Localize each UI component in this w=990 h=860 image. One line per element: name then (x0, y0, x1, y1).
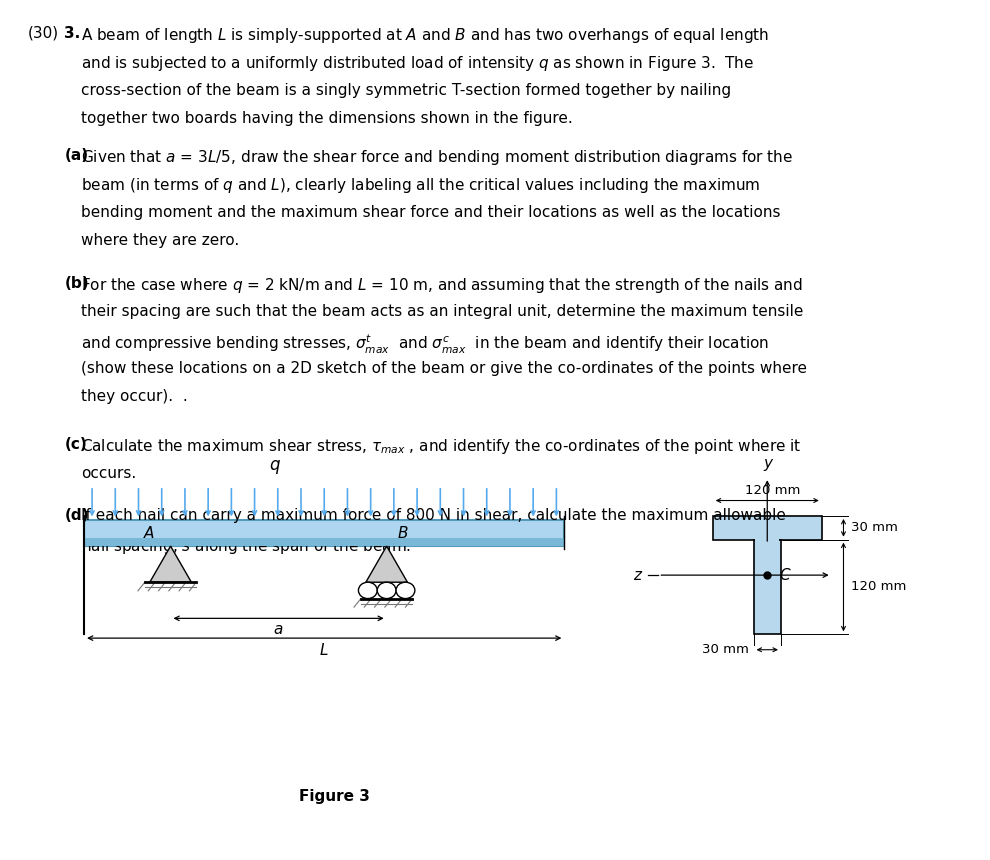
Text: $q$: $q$ (268, 458, 281, 476)
Text: 3.: 3. (64, 26, 80, 40)
Text: $C$: $C$ (779, 567, 792, 583)
Text: (a): (a) (64, 148, 88, 163)
Circle shape (377, 582, 396, 599)
Text: occurs.: occurs. (81, 466, 137, 481)
Text: $a$: $a$ (273, 622, 284, 636)
Text: 120 mm: 120 mm (744, 484, 800, 497)
Polygon shape (366, 546, 408, 582)
Text: their spacing are such that the beam acts as an integral unit, determine the max: their spacing are such that the beam act… (81, 304, 804, 319)
Polygon shape (149, 546, 191, 582)
Bar (84, 520, 564, 546)
Text: and compressive bending stresses, $\sigma^t_{max}$  and $\sigma^c_{max}$  in the: and compressive bending stresses, $\sigm… (81, 332, 769, 355)
Text: (d): (d) (64, 508, 89, 523)
Circle shape (396, 582, 415, 599)
Text: cross-section of the beam is a singly symmetric T-section formed together by nai: cross-section of the beam is a singly sy… (81, 83, 732, 97)
Text: (30): (30) (28, 26, 58, 40)
Circle shape (358, 582, 377, 599)
Text: and is subjected to a uniformly distributed load of intensity $q$ as shown in Fi: and is subjected to a uniformly distribu… (81, 54, 754, 73)
Text: 30 mm: 30 mm (851, 521, 898, 534)
Text: $y$: $y$ (763, 457, 775, 473)
Text: they occur).  .: they occur). . (81, 389, 188, 404)
Text: $B$: $B$ (397, 525, 408, 541)
Bar (713, 516, 822, 540)
Text: $L$: $L$ (320, 642, 329, 658)
Text: (c): (c) (64, 438, 87, 452)
Bar (753, 540, 781, 635)
Text: $z$: $z$ (634, 568, 644, 582)
Text: 120 mm: 120 mm (851, 580, 907, 593)
Bar (84, 538, 564, 546)
Text: Calculate the maximum shear stress, $\tau_{max}$ , and identify the co-ordinates: Calculate the maximum shear stress, $\ta… (81, 438, 802, 457)
Text: bending moment and the maximum shear force and their locations as well as the lo: bending moment and the maximum shear for… (81, 205, 781, 219)
Text: (show these locations on a 2D sketch of the beam or give the co-ordinates of the: (show these locations on a 2D sketch of … (81, 360, 807, 376)
Text: where they are zero.: where they are zero. (81, 233, 240, 248)
Text: together two boards having the dimensions shown in the figure.: together two boards having the dimension… (81, 111, 573, 126)
Text: Given that $a$ = 3$L$/5, draw the shear force and bending moment distribution di: Given that $a$ = 3$L$/5, draw the shear … (81, 148, 793, 167)
Text: Figure 3: Figure 3 (299, 789, 369, 804)
Text: nail spacing, $s$ along the span of the beam.: nail spacing, $s$ along the span of the … (81, 537, 411, 556)
Text: $A$: $A$ (143, 525, 154, 541)
Text: (b): (b) (64, 275, 89, 291)
Text: 30 mm: 30 mm (702, 643, 748, 656)
Text: For the case where $q$ = 2 kN/m and $L$ = 10 m, and assuming that the strength o: For the case where $q$ = 2 kN/m and $L$ … (81, 275, 803, 294)
Text: A beam of length $L$ is simply-supported at $A$ and $B$ and has two overhangs of: A beam of length $L$ is simply-supported… (81, 26, 769, 45)
Text: If each nail can carry a maximum force of 800 N in shear, calculate the maximum : If each nail can carry a maximum force o… (81, 508, 786, 523)
Bar (755, 537, 779, 543)
Text: beam (in terms of $q$ and $L$), clearly labeling all the critical values includi: beam (in terms of $q$ and $L$), clearly … (81, 176, 760, 195)
